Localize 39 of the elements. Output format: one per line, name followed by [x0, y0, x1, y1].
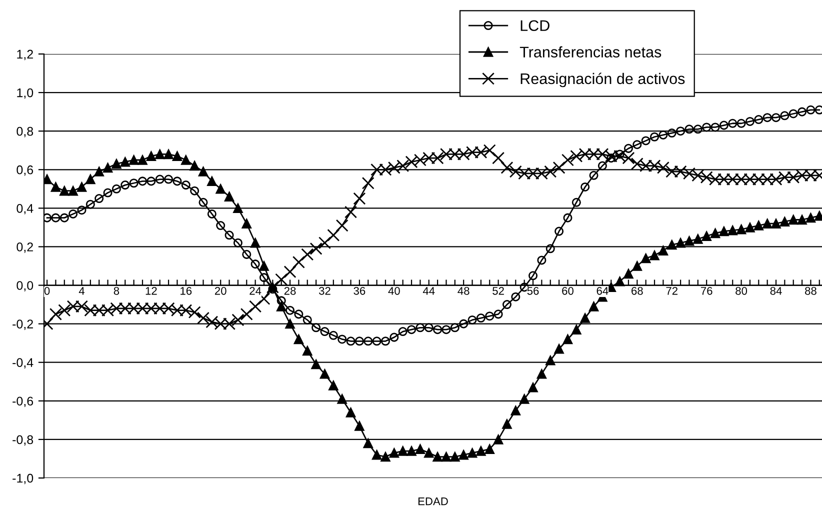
x-tick-label: 84	[770, 286, 782, 295]
legend-label: Transferencias netas	[520, 46, 662, 58]
x-tick-label: 48	[458, 286, 470, 295]
x-tick-label: 56	[527, 286, 539, 295]
legend-label: LCD	[520, 20, 550, 32]
x-tick-label: 28	[284, 286, 296, 295]
x-tick-label: 68	[632, 286, 643, 295]
y-tick-label: 1,2	[17, 50, 33, 60]
x-tick-label: 44	[422, 287, 435, 295]
y-tick-label: -1,0	[12, 474, 34, 484]
x-tick-label: 32	[318, 286, 330, 295]
y-tick-label: -0,4	[12, 358, 34, 368]
x-tick-label: 40	[388, 286, 400, 295]
y-tick-label: -0,8	[12, 435, 34, 446]
x-tick-label: 52	[492, 286, 504, 295]
x-tick-label: 4	[78, 287, 85, 295]
x-tick-label: 16	[180, 286, 192, 295]
y-tick-label: -0,2	[12, 320, 33, 330]
y-tick-label: -0,6	[12, 396, 34, 408]
y-tick-label: 0,2	[16, 242, 33, 253]
y-tick-label: 0,6	[16, 165, 34, 176]
x-tick-label: 24	[250, 286, 262, 295]
y-tick-label: 0,8	[16, 126, 34, 138]
x-tick-label: 88	[805, 286, 816, 295]
x-tick-label: 0	[44, 286, 50, 295]
x-axis-title: EDAD	[418, 497, 448, 506]
x-tick-label: 64	[596, 286, 608, 295]
x-tick-label: 72	[666, 286, 678, 295]
x-tick-label: 36	[354, 286, 366, 295]
x-tick-label: 80	[736, 286, 748, 295]
y-tick-label: 1,0	[17, 88, 34, 99]
legend-label: Reasignación de activos	[520, 72, 685, 88]
x-tick-label: 8	[114, 286, 120, 295]
x-tick-label: 12	[146, 286, 157, 295]
x-tick-label: 76	[700, 286, 712, 295]
x-tick-label: 60	[562, 286, 574, 295]
y-tick-label: 0,0	[16, 281, 34, 292]
y-tick-label: 0,4	[16, 204, 34, 214]
x-tick-label: 20	[214, 286, 226, 295]
